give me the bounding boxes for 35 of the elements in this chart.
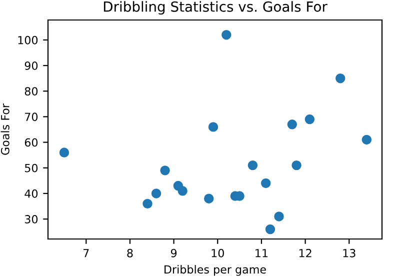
point <box>362 134 372 145</box>
y-tick-label: 90 <box>24 62 38 70</box>
point <box>265 224 276 234</box>
point <box>304 114 315 124</box>
point <box>204 194 214 204</box>
point <box>160 166 170 176</box>
x-tick-label: 9 <box>170 248 177 258</box>
point <box>292 160 302 170</box>
y-tick-label: 40 <box>24 189 38 198</box>
x-tick-label: 7 <box>84 249 89 258</box>
point <box>274 212 284 222</box>
x-tick-label: 12 <box>299 248 312 258</box>
point <box>142 198 152 209</box>
y-tick-label: 80 <box>24 87 38 96</box>
x-tick-label: 10 <box>212 248 224 258</box>
y-tick-label: 60 <box>24 138 38 147</box>
chart-title: Dribbling Statistics vs. Goals For <box>104 1 328 15</box>
point <box>59 148 70 158</box>
point <box>178 186 188 196</box>
y-tick-label: 70 <box>25 112 38 122</box>
point <box>222 30 232 40</box>
point <box>248 160 258 170</box>
x-tick-label: 8 <box>127 248 133 258</box>
y-tick-label: 100 <box>18 36 38 44</box>
point <box>336 73 346 84</box>
x-tick-label: 13 <box>343 248 356 258</box>
y-axis-title: Goals For <box>0 104 10 155</box>
point <box>287 120 298 130</box>
point <box>151 188 162 198</box>
y-tick-label: 50 <box>24 164 38 172</box>
point <box>208 122 218 132</box>
point <box>260 178 271 188</box>
y-tick-label: 30 <box>24 215 38 224</box>
x-axis-title: Dribbles per game <box>164 265 266 276</box>
x-tick-label: 11 <box>256 249 268 258</box>
